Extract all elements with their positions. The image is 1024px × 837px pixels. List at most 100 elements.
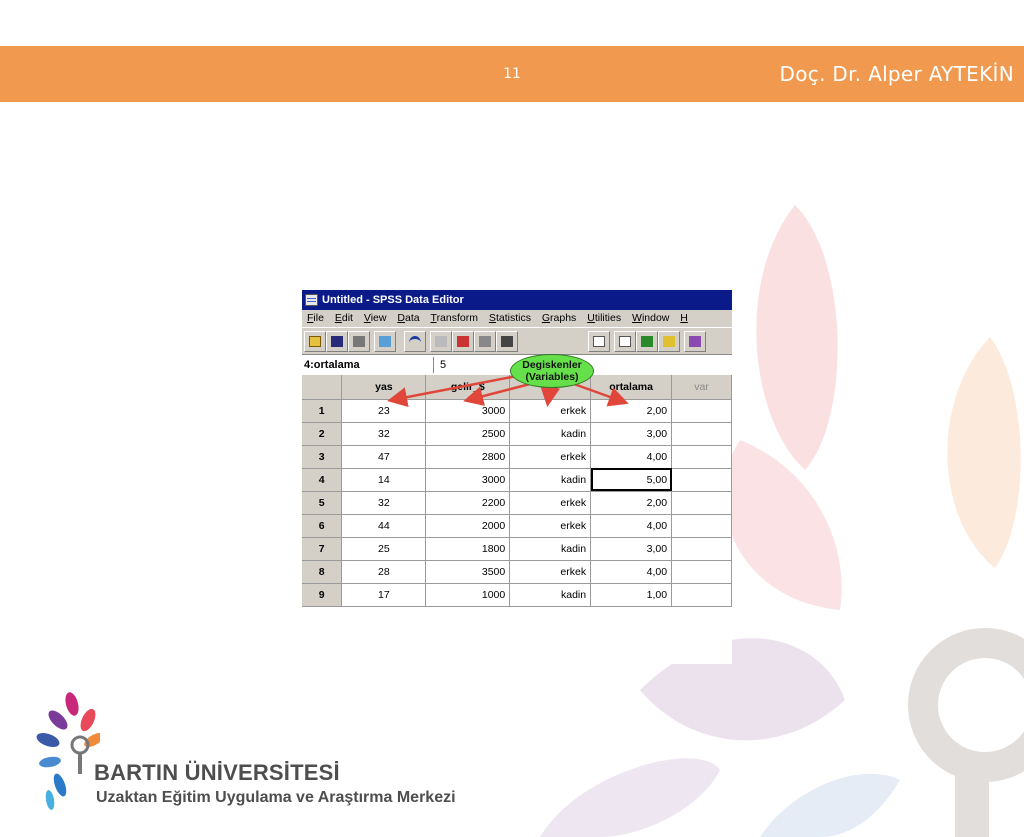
chart-icon [435, 336, 447, 347]
cell-reference: 4:ortalama [304, 359, 360, 371]
menu-help[interactable]: H [680, 312, 688, 324]
undo-button[interactable] [404, 331, 426, 352]
cell-var-empty[interactable] [671, 537, 732, 561]
cell-var-empty[interactable] [671, 583, 732, 607]
column-header-var[interactable]: var [671, 375, 732, 400]
leaf-peach-right [947, 337, 1021, 568]
print-button[interactable] [348, 331, 370, 352]
cell-ortalama[interactable]: 3,00 [590, 422, 673, 446]
menu-window[interactable]: Window [632, 312, 670, 324]
insert-case-button[interactable] [588, 331, 610, 352]
select-cases-icon [663, 336, 675, 347]
cell-ortalama[interactable]: 4,00 [590, 560, 673, 584]
dialog-recall-button[interactable] [374, 331, 396, 352]
menu-view[interactable]: View [363, 312, 387, 324]
menu-edit[interactable]: Edit [334, 312, 353, 324]
cell-var-empty[interactable] [671, 445, 732, 469]
cell-sex[interactable]: kadin [509, 537, 592, 561]
window-titlebar: Untitled - SPSS Data Editor [302, 290, 732, 310]
cell-ortalama[interactable]: 4,00 [590, 445, 673, 469]
menu-utilities[interactable]: Utilities [587, 312, 622, 324]
cell-sex[interactable]: erkek [509, 399, 592, 423]
cell-var-empty[interactable] [671, 468, 732, 492]
row-number[interactable]: 6 [302, 514, 343, 538]
cell-yas[interactable]: 32 [341, 422, 427, 446]
cell-gelir[interactable]: 3000 [425, 468, 511, 492]
cell-gelir[interactable]: 3500 [425, 560, 511, 584]
cell-var-empty[interactable] [671, 422, 732, 446]
row-number[interactable]: 8 [302, 560, 343, 584]
cell-sex[interactable]: kadin [509, 583, 592, 607]
cell-gelir[interactable]: 1800 [425, 537, 511, 561]
column-header-gelir[interactable]: gelir_$ [425, 375, 511, 400]
cell-sex[interactable]: erkek [509, 514, 592, 538]
menu-transform[interactable]: Transform [430, 312, 478, 324]
table-row: 9 17 1000 kadin 1,00 [302, 583, 732, 607]
author-name: Doç. Dr. Alper AYTEKİN [779, 62, 1014, 86]
select-cases-button[interactable] [658, 331, 680, 352]
split-file-button[interactable] [614, 331, 636, 352]
cell-ortalama[interactable]: 1,00 [590, 583, 673, 607]
row-number[interactable]: 3 [302, 445, 343, 469]
cell-gelir[interactable]: 2500 [425, 422, 511, 446]
cell-yas[interactable]: 47 [341, 445, 427, 469]
cell-ortalama[interactable]: 4,00 [590, 514, 673, 538]
table-row: 1 23 3000 erkek 2,00 [302, 399, 732, 423]
cell-var-empty[interactable] [671, 399, 732, 423]
cell-yas[interactable]: 14 [341, 468, 427, 492]
selected-cell-ortalama[interactable]: 5,00 [590, 468, 673, 492]
column-header-yas[interactable]: yas [341, 375, 427, 400]
row-number[interactable]: 4 [302, 468, 343, 492]
table-row: 2 32 2500 kadin 3,00 [302, 422, 732, 446]
cell-yas[interactable]: 44 [341, 514, 427, 538]
cell-gelir[interactable]: 2800 [425, 445, 511, 469]
cell-sex[interactable]: kadin [509, 468, 592, 492]
cell-yas[interactable]: 17 [341, 583, 427, 607]
value-labels-button[interactable] [684, 331, 706, 352]
cell-var-empty[interactable] [671, 491, 732, 515]
menu-statistics[interactable]: Statistics [488, 312, 531, 324]
university-name: BARTIN ÜNİVERSİTESİ [94, 760, 340, 785]
cell-gelir[interactable]: 2200 [425, 491, 511, 515]
cell-yas[interactable]: 32 [341, 491, 427, 515]
cell-yas[interactable]: 23 [341, 399, 427, 423]
open-file-button[interactable] [304, 331, 326, 352]
menu-graphs[interactable]: Graphs [541, 312, 577, 324]
cell-sex[interactable]: erkek [509, 491, 592, 515]
split-file-icon [619, 336, 631, 347]
row-number[interactable]: 2 [302, 422, 343, 446]
row-number[interactable]: 9 [302, 583, 343, 607]
menu-data[interactable]: Data [397, 312, 420, 324]
cell-ortalama[interactable]: 2,00 [590, 491, 673, 515]
cell-gelir[interactable]: 3000 [425, 399, 511, 423]
cell-ortalama[interactable]: 2,00 [590, 399, 673, 423]
column-header-ortalama[interactable]: ortalama [590, 375, 673, 400]
weight-cases-button[interactable] [636, 331, 658, 352]
goto-chart-button[interactable] [430, 331, 452, 352]
cell-sex[interactable]: kadin [509, 422, 592, 446]
table-row: 3 47 2800 erkek 4,00 [302, 445, 732, 469]
cell-var-empty[interactable] [671, 514, 732, 538]
row-number[interactable]: 7 [302, 537, 343, 561]
menu-file[interactable]: File [307, 312, 324, 324]
row-number[interactable]: 1 [302, 399, 343, 423]
cell-sex[interactable]: erkek [509, 560, 592, 584]
cell-yas[interactable]: 25 [341, 537, 427, 561]
goto-case-button[interactable] [452, 331, 474, 352]
variables-button[interactable] [474, 331, 496, 352]
cell-value-input[interactable]: 5 [440, 359, 447, 371]
row-number[interactable]: 5 [302, 491, 343, 515]
cell-var-empty[interactable] [671, 560, 732, 584]
undo-arrow-icon [409, 336, 421, 350]
cell-sex[interactable]: erkek [509, 445, 592, 469]
save-button[interactable] [326, 331, 348, 352]
cell-yas[interactable]: 28 [341, 560, 427, 584]
insert-case-icon [593, 336, 605, 347]
find-button[interactable] [496, 331, 518, 352]
folder-icon [309, 336, 321, 347]
cell-gelir[interactable]: 2000 [425, 514, 511, 538]
header-band: 11 Doç. Dr. Alper AYTEKİN [0, 46, 1024, 102]
leaf-lavender-bottom [540, 758, 720, 837]
cell-gelir[interactable]: 1000 [425, 583, 511, 607]
cell-ortalama[interactable]: 3,00 [590, 537, 673, 561]
